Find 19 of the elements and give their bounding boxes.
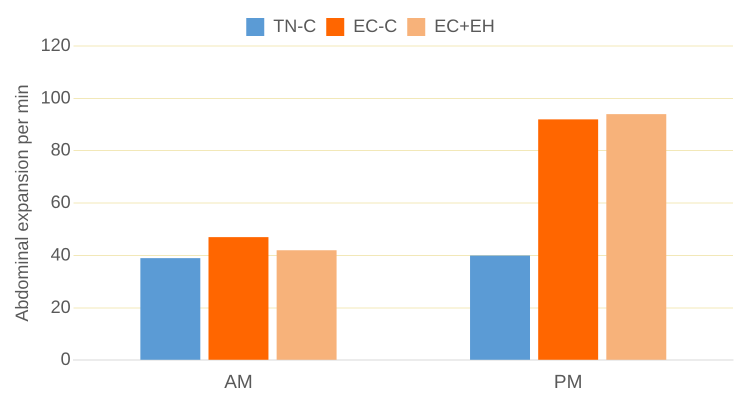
bar: [208, 237, 268, 360]
y-tick-label: 20: [50, 296, 71, 317]
legend-label: TN-C: [273, 16, 316, 36]
bar: [140, 258, 200, 360]
y-tick-label: 0: [60, 349, 71, 370]
y-tick-label: 60: [50, 192, 71, 212]
x-tick-label: PM: [554, 372, 582, 393]
y-tick-label: 80: [50, 140, 71, 160]
legend-label: EC-C: [353, 16, 398, 36]
bar: [538, 119, 598, 360]
bar: [606, 114, 666, 360]
y-tick-label: 120: [40, 34, 71, 55]
legend-label: EC+EH: [434, 16, 495, 36]
bar: [470, 255, 530, 360]
y-tick-label: 40: [50, 244, 71, 264]
y-axis-title: Abdominal expansion per min: [12, 84, 32, 322]
x-tick-label: AM: [224, 372, 253, 393]
y-tick-label: 100: [40, 87, 71, 108]
bar: [276, 250, 337, 360]
